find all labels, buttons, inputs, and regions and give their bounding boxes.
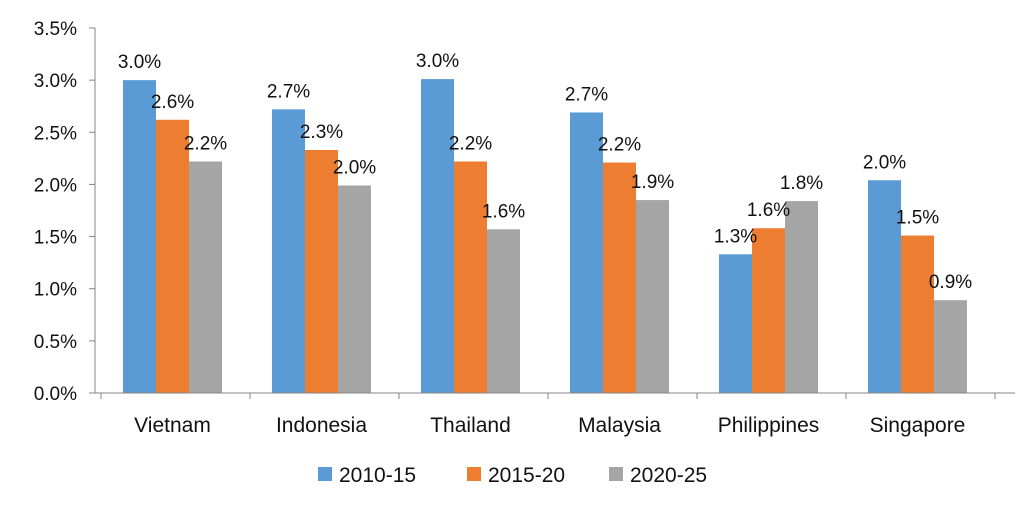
legend-label: 2010-15 bbox=[339, 464, 416, 487]
y-tick-label: 3.0% bbox=[34, 71, 77, 92]
data-label: 1.6% bbox=[747, 200, 790, 221]
data-label: 0.9% bbox=[929, 272, 972, 293]
bar-2010-15-malaysia bbox=[570, 112, 603, 393]
y-tick-label: 1.0% bbox=[34, 280, 77, 301]
data-label: 1.8% bbox=[780, 173, 823, 194]
bar-2020-25-singapore bbox=[934, 300, 967, 393]
legend-label: 2020-25 bbox=[630, 464, 707, 487]
bar-2015-20-malaysia bbox=[603, 162, 636, 393]
data-label: 2.0% bbox=[863, 152, 906, 173]
bar-2015-20-philippines bbox=[752, 228, 785, 393]
bar-2020-25-philippines bbox=[785, 201, 818, 393]
y-tick-label: 0.5% bbox=[34, 332, 77, 353]
legend-swatch bbox=[318, 467, 332, 481]
legend-label: 2015-20 bbox=[488, 464, 565, 487]
data-label: 2.6% bbox=[151, 92, 194, 113]
y-tick-label: 3.5% bbox=[34, 19, 77, 40]
bar-2010-15-philippines bbox=[719, 254, 752, 393]
y-tick-label: 2.0% bbox=[34, 175, 77, 196]
data-label: 2.3% bbox=[300, 122, 343, 143]
y-tick-label: 0.0% bbox=[34, 384, 77, 405]
data-label: 2.2% bbox=[184, 133, 227, 154]
bar-2010-15-indonesia bbox=[272, 109, 305, 393]
data-label: 2.0% bbox=[333, 157, 376, 178]
x-axis: Vietnam Indonesia Thailand Malaysia Philippi… bbox=[95, 392, 1015, 437]
category-label: Indonesia bbox=[276, 414, 367, 437]
category-label: Vietnam bbox=[134, 414, 211, 437]
bar-2020-25-malaysia bbox=[636, 200, 669, 393]
category-label: Malaysia bbox=[578, 414, 661, 437]
legend-swatch bbox=[609, 467, 623, 481]
category-label: Philippines bbox=[718, 414, 820, 437]
data-label: 3.0% bbox=[118, 52, 161, 73]
data-label: 2.7% bbox=[565, 84, 608, 105]
bar-2015-20-indonesia bbox=[305, 150, 338, 393]
bar-2020-25-indonesia bbox=[338, 185, 371, 393]
data-label: 1.6% bbox=[482, 201, 525, 222]
data-label: 3.0% bbox=[416, 51, 459, 72]
bar-2020-25-vietnam bbox=[189, 161, 222, 393]
bar-2010-15-vietnam bbox=[123, 80, 156, 394]
data-label: 1.3% bbox=[714, 226, 757, 247]
bar-2020-25-thailand bbox=[487, 229, 520, 393]
data-label: 1.5% bbox=[896, 208, 939, 229]
data-label: 2.2% bbox=[598, 135, 641, 156]
data-label: 1.9% bbox=[631, 172, 674, 193]
bar-2010-15-thailand bbox=[421, 79, 454, 393]
bar-2015-20-singapore bbox=[901, 235, 934, 393]
y-tick-label: 2.5% bbox=[34, 123, 77, 144]
bars bbox=[123, 79, 967, 394]
bar-2015-20-thailand bbox=[454, 161, 487, 393]
y-axis: 0.0% 0.5% 1.0% 1.5% 2.0% 2.5% 3.0% 3.5% bbox=[34, 19, 96, 405]
legend: 2010-15 2015-20 2020-25 bbox=[318, 464, 707, 487]
y-tick-label: 1.5% bbox=[34, 228, 77, 249]
bar-2010-15-singapore bbox=[868, 180, 901, 393]
data-label: 2.7% bbox=[267, 81, 310, 102]
data-label: 2.2% bbox=[449, 133, 492, 154]
bar-2015-20-vietnam bbox=[156, 119, 189, 394]
category-label: Singapore bbox=[870, 414, 966, 437]
legend-swatch bbox=[467, 467, 481, 481]
category-label: Thailand bbox=[430, 414, 511, 437]
data-labels: 3.0% 2.6% 2.2% 2.7% 2.3% 2.0% 3.0% 2.2% 1.6% 2.7%… bbox=[118, 51, 972, 293]
